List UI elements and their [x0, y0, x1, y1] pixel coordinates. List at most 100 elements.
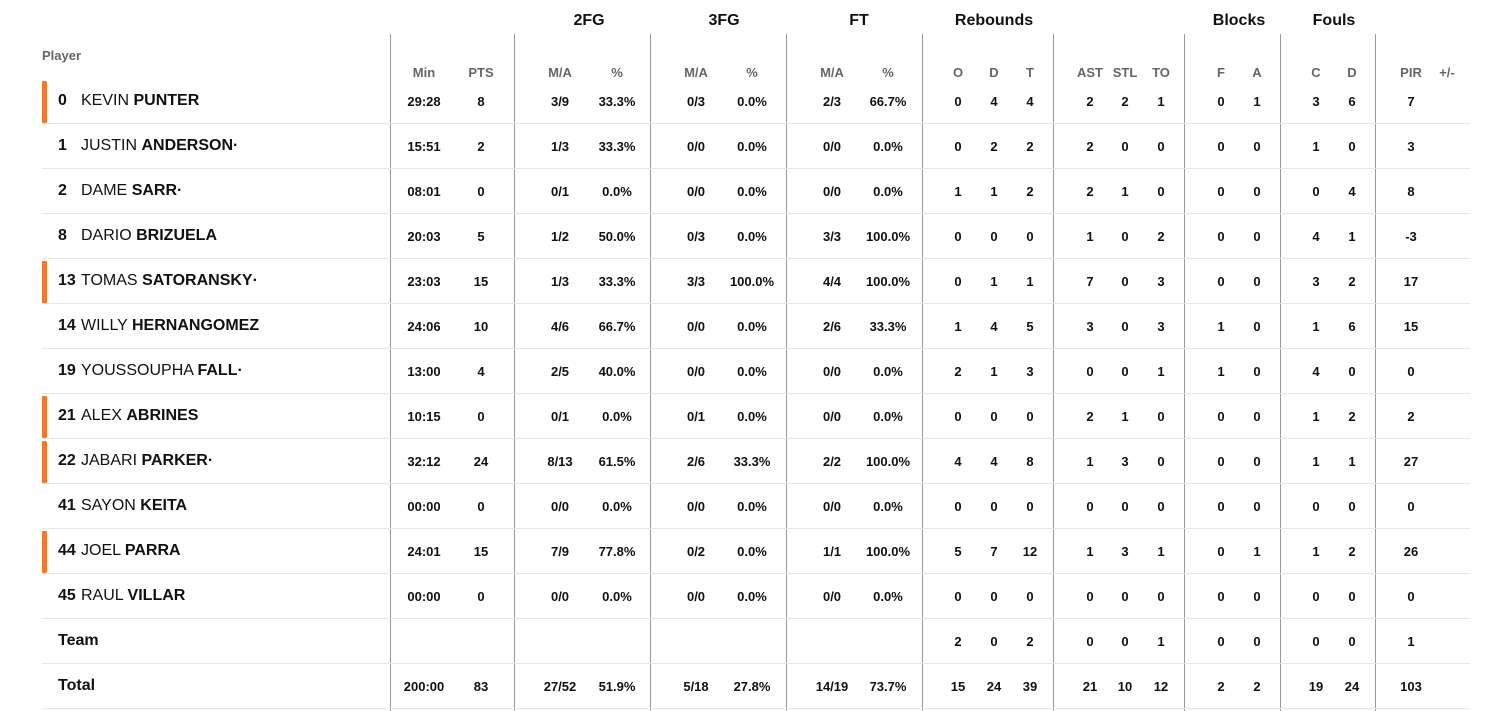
stat-blk-a: 0 [1253, 499, 1261, 514]
stat-pts: 4 [477, 364, 485, 379]
stat-blk-f: 1 [1217, 319, 1225, 334]
stat-reb-o: 2 [954, 364, 962, 379]
player-first-name: JUSTIN [81, 137, 137, 154]
stat-reb-d: 1 [990, 184, 998, 199]
player-marker: · [177, 182, 183, 199]
stat-reb-t: 0 [1026, 409, 1034, 424]
stat-pts: 83 [473, 679, 489, 694]
stat-pts: 8 [477, 94, 485, 109]
player-name[interactable]: SAYON KEITA [81, 497, 187, 515]
stat-foul-c: 3 [1312, 94, 1320, 109]
player-first-name: DAME [81, 182, 128, 199]
stat-reb-t: 3 [1026, 364, 1034, 379]
table-row: 14 WILLY HERNANGOMEZ 24:06 10 4/6 66.7% 0/0 0.0… [42, 304, 1470, 349]
separator [1184, 34, 1185, 711]
column-header-reb-t: T [1026, 65, 1034, 80]
separator [1375, 34, 1376, 711]
stat-foul-c: 1 [1312, 454, 1320, 469]
player-last-name: ANDERSON [141, 137, 234, 154]
player-name[interactable]: WILLY HERNANGOMEZ [81, 317, 259, 335]
stat-reb-t: 12 [1022, 544, 1038, 559]
player-name[interactable]: JUSTIN ANDERSON· [81, 137, 238, 155]
stat-ft-ma: 0/0 [822, 589, 842, 604]
stat-foul-d: 2 [1348, 409, 1356, 424]
stat-blk-f: 0 [1217, 229, 1225, 244]
stat-reb-o: 1 [954, 184, 962, 199]
stat-pts: 0 [477, 499, 485, 514]
separator [650, 34, 651, 711]
stat-to: 1 [1157, 544, 1165, 559]
player-name[interactable]: TOMAS SATORANSKY· [81, 272, 258, 290]
stat-blk-a: 0 [1253, 319, 1261, 334]
stat-stl: 0 [1121, 589, 1129, 604]
stat-ast: 2 [1086, 409, 1094, 424]
player-last-name: PUNTER [133, 92, 200, 109]
player-name[interactable]: JOEL PARRA [81, 542, 181, 560]
starter-indicator [42, 531, 47, 573]
stat-foul-d: 0 [1348, 634, 1356, 649]
row-divider [42, 303, 1470, 304]
player-number: 21 [58, 407, 76, 424]
stat-fg3-pct: 0.0% [737, 139, 767, 154]
table-row: 0 KEVIN PUNTER 29:28 8 3/9 33.3% 0/3 0.0% 2/3 66.… [42, 79, 1470, 124]
stat-foul-c: 0 [1312, 589, 1320, 604]
column-header-fg3-pct: % [746, 65, 758, 80]
stat-foul-c: 3 [1312, 274, 1320, 289]
stat-reb-t: 0 [1026, 589, 1034, 604]
stat-min: 15:51 [407, 139, 441, 154]
stat-fg2-ma: 1/2 [550, 229, 570, 244]
stat-ft-pct: 100.0% [865, 274, 911, 289]
stat-fg3-pct: 0.0% [737, 319, 767, 334]
stat-reb-d: 1 [990, 274, 998, 289]
player-name[interactable]: KEVIN PUNTER [81, 92, 199, 110]
stat-foul-c: 4 [1312, 364, 1320, 379]
stat-pir: 1 [1407, 634, 1415, 649]
stat-pts: 0 [477, 184, 485, 199]
player-name[interactable]: DARIO BRIZUELA [81, 227, 217, 245]
stat-ast: 0 [1086, 589, 1094, 604]
stat-blk-a: 1 [1253, 94, 1261, 109]
stat-blk-f: 0 [1217, 454, 1225, 469]
stat-reb-d: 2 [990, 139, 998, 154]
stat-pts: 10 [473, 319, 489, 334]
stat-pts: 0 [477, 589, 485, 604]
stat-ft-ma: 4/4 [822, 274, 842, 289]
player-name[interactable]: YOUSSOUPHA FALL· [81, 362, 243, 380]
stat-fg2-ma: 0/0 [550, 589, 570, 604]
stat-fg3-ma: 0/0 [686, 139, 706, 154]
stat-fg2-pct: 0.0% [602, 184, 632, 199]
player-first-name: JABARI [81, 452, 138, 469]
stat-min: 08:01 [407, 184, 441, 199]
stat-reb-d: 0 [990, 634, 998, 649]
stat-to: 1 [1157, 94, 1165, 109]
player-name[interactable]: JABARI PARKER· [81, 452, 213, 470]
column-header-fg2-pct: % [611, 65, 623, 80]
stat-blk-f: 1 [1217, 364, 1225, 379]
stat-ft-ma: 0/0 [822, 364, 842, 379]
table-row: 19 YOUSSOUPHA FALL· 13:00 4 2/5 40.0% 0/0 0.0% 0… [42, 349, 1470, 394]
player-name[interactable]: ALEX ABRINES [81, 407, 198, 425]
group-header-fouls: Fouls [1312, 12, 1356, 29]
total-row: Total 200:00 83 27/52 51.9% 5/18 27.8% 14/19 73.… [42, 664, 1470, 709]
stat-ft-pct: 0.0% [873, 499, 903, 514]
stat-fg2-ma: 8/13 [547, 454, 573, 469]
column-header-player: Player [42, 48, 82, 63]
stat-to: 12 [1153, 679, 1169, 694]
player-last-name: BRIZUELA [136, 227, 218, 244]
player-last-name: PARRA [124, 542, 181, 559]
stat-ft-ma: 2/6 [822, 319, 842, 334]
column-header-fg2-ma: M/A [548, 65, 572, 80]
column-header-fg3-ma: M/A [684, 65, 708, 80]
stat-ft-pct: 100.0% [865, 454, 911, 469]
column-header-pts: PTS [468, 65, 494, 80]
stat-reb-t: 2 [1026, 139, 1034, 154]
player-name[interactable]: DAME SARR· [81, 182, 182, 200]
stat-ft-pct: 0.0% [873, 409, 903, 424]
stat-stl: 3 [1121, 454, 1129, 469]
stat-foul-d: 4 [1348, 184, 1356, 199]
stat-reb-o: 0 [954, 274, 962, 289]
player-name[interactable]: RAUL VILLAR [81, 587, 185, 605]
column-header-blk-a: A [1252, 65, 1262, 80]
stat-foul-d: 0 [1348, 589, 1356, 604]
separator [514, 34, 515, 711]
